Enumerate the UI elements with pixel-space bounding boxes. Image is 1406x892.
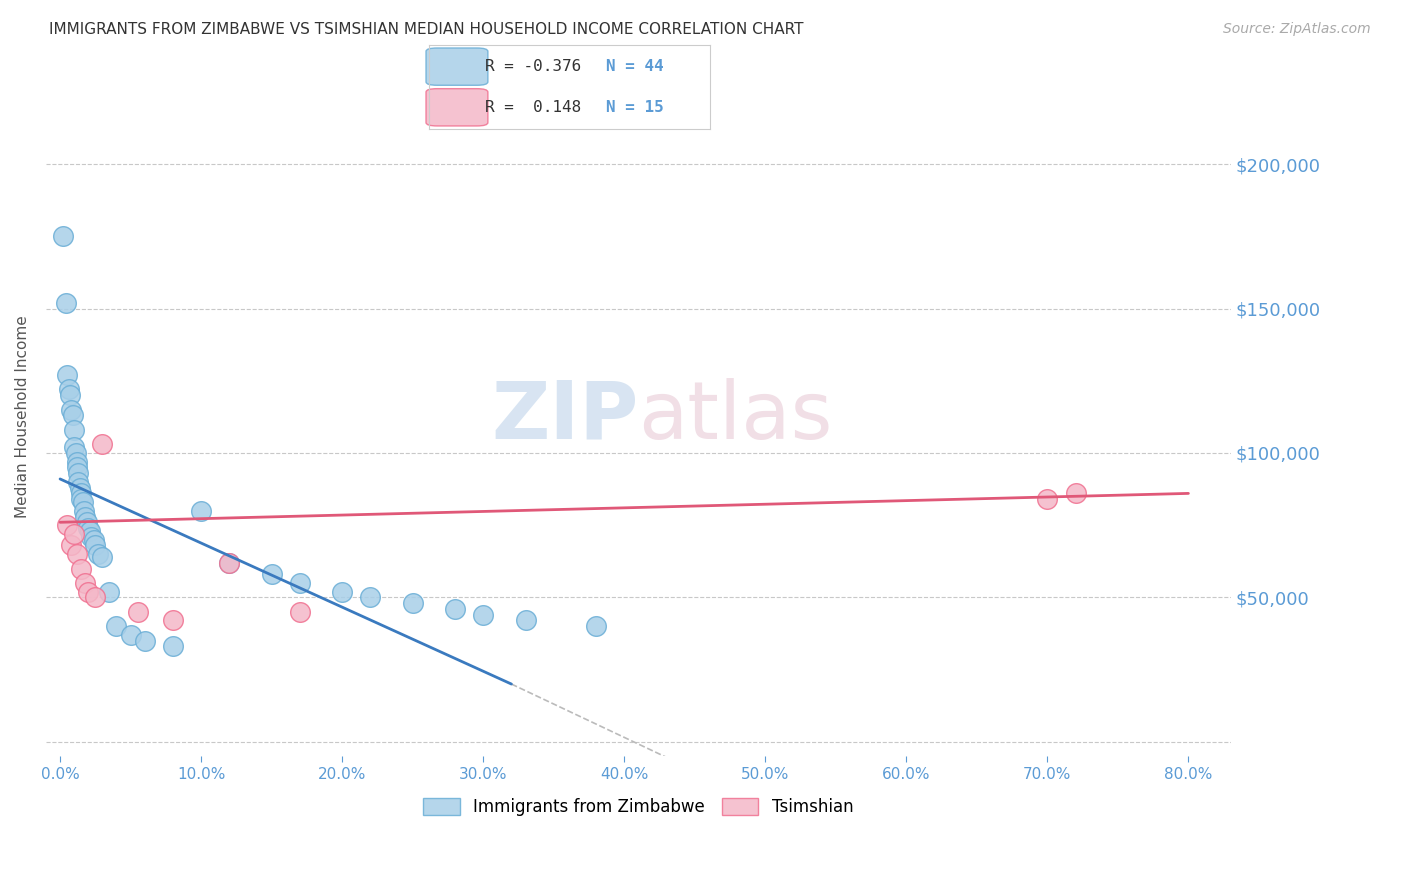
Point (72, 495, 94, 509)
Y-axis label: Median Household Income: Median Household Income (15, 316, 30, 518)
Point (59, 388, 82, 402)
Point (67, 466, 90, 480)
Point (162, 614, 184, 628)
Point (84, 538, 107, 552)
Point (65, 446, 87, 460)
Point (330, 584, 353, 599)
Text: IMMIGRANTS FROM ZIMBABWE VS TSIMSHIAN MEDIAN HOUSEHOLD INCOME CORRELATION CHART: IMMIGRANTS FROM ZIMBABWE VS TSIMSHIAN ME… (49, 22, 804, 37)
Point (91, 549, 114, 564)
Point (63, 526, 86, 541)
Point (190, 504, 212, 518)
Point (77, 584, 100, 599)
Point (77, 521, 100, 535)
Point (402, 596, 425, 610)
Point (60, 538, 83, 552)
Point (288, 605, 311, 619)
Point (472, 607, 495, 622)
Point (73, 504, 96, 518)
FancyBboxPatch shape (426, 88, 488, 126)
Text: N = 44: N = 44 (606, 59, 664, 74)
Point (105, 619, 128, 633)
Point (218, 556, 240, 570)
Point (98, 584, 121, 599)
Point (1036, 492, 1059, 507)
Text: ZIP: ZIP (491, 378, 638, 456)
Point (218, 556, 240, 570)
Point (75, 509, 97, 524)
Text: R =  0.148: R = 0.148 (485, 100, 581, 115)
Point (67, 475, 90, 489)
Point (91, 437, 114, 451)
FancyBboxPatch shape (426, 48, 488, 86)
Point (69, 481, 91, 495)
Point (52, 229, 75, 244)
Legend: Immigrants from Zimbabwe, Tsimshian: Immigrants from Zimbabwe, Tsimshian (416, 791, 860, 822)
Point (63, 440, 86, 454)
Point (444, 602, 467, 616)
Point (1064, 486, 1087, 500)
Text: N = 15: N = 15 (606, 100, 664, 115)
Point (79, 524, 101, 538)
Point (87, 547, 110, 561)
Point (134, 633, 156, 648)
Point (70, 492, 93, 507)
Point (70, 561, 93, 575)
Point (66, 460, 89, 475)
Point (585, 619, 607, 633)
Text: Source: ZipAtlas.com: Source: ZipAtlas.com (1223, 22, 1371, 37)
Point (288, 576, 311, 591)
Point (66, 547, 89, 561)
Point (80, 530, 103, 544)
Point (127, 605, 149, 619)
Point (58, 383, 80, 397)
Point (60, 402, 83, 417)
Point (56, 518, 79, 533)
Text: atlas: atlas (638, 378, 832, 456)
Point (56, 368, 79, 382)
Point (260, 567, 283, 582)
Point (83, 533, 105, 547)
Point (76, 516, 98, 530)
Point (515, 614, 537, 628)
Point (120, 628, 142, 642)
Point (62, 409, 84, 423)
Point (162, 640, 184, 654)
Point (359, 591, 381, 605)
Text: R = -0.376: R = -0.376 (485, 59, 581, 74)
Point (70, 486, 93, 500)
Point (66, 455, 89, 469)
Point (84, 591, 107, 605)
Point (63, 423, 86, 437)
Point (75, 576, 97, 591)
Point (55, 295, 77, 310)
